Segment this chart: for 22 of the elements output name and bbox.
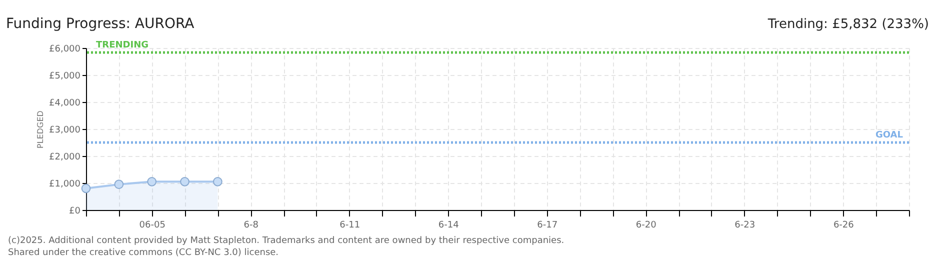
ref-line-label: TRENDING: [96, 40, 148, 51]
ref-line-label: GOAL: [876, 130, 904, 140]
x-tick-label: 6-17: [537, 220, 558, 230]
x-tick-label: 6-20: [636, 220, 657, 230]
y-tick-label: £0: [69, 206, 81, 216]
text: (c)2025. Additional content provided by Matt Stapleton. Trademarks and content are owned by their respective companies.: [8, 236, 564, 246]
y-tick-label: £2,000: [49, 152, 81, 162]
x-tick-label: 6-14: [438, 220, 460, 230]
x-tick-label: 06-05: [139, 220, 166, 230]
text: Shared under the creative commons (CC BY-NC 3.0) license.: [8, 248, 279, 258]
y-tick-label: £6,000: [49, 44, 81, 54]
text: Trending: £5,832 (233%): [766, 17, 929, 32]
x-tick-label: 6-23: [734, 220, 756, 230]
x-tick-label: 6-26: [833, 220, 854, 230]
x-tick-label: 6-8: [244, 220, 259, 230]
y-tick-label: £1,000: [49, 180, 81, 190]
y-tick-label: £4,000: [49, 98, 81, 108]
y-tick-label: £3,000: [49, 126, 81, 136]
y-tick-label: £5,000: [49, 72, 81, 82]
chart-title: Funding Progress: AURORA: [6, 16, 195, 32]
x-tick-label: 6-11: [340, 220, 360, 230]
y-axis-title: PLEDGED: [36, 110, 46, 148]
